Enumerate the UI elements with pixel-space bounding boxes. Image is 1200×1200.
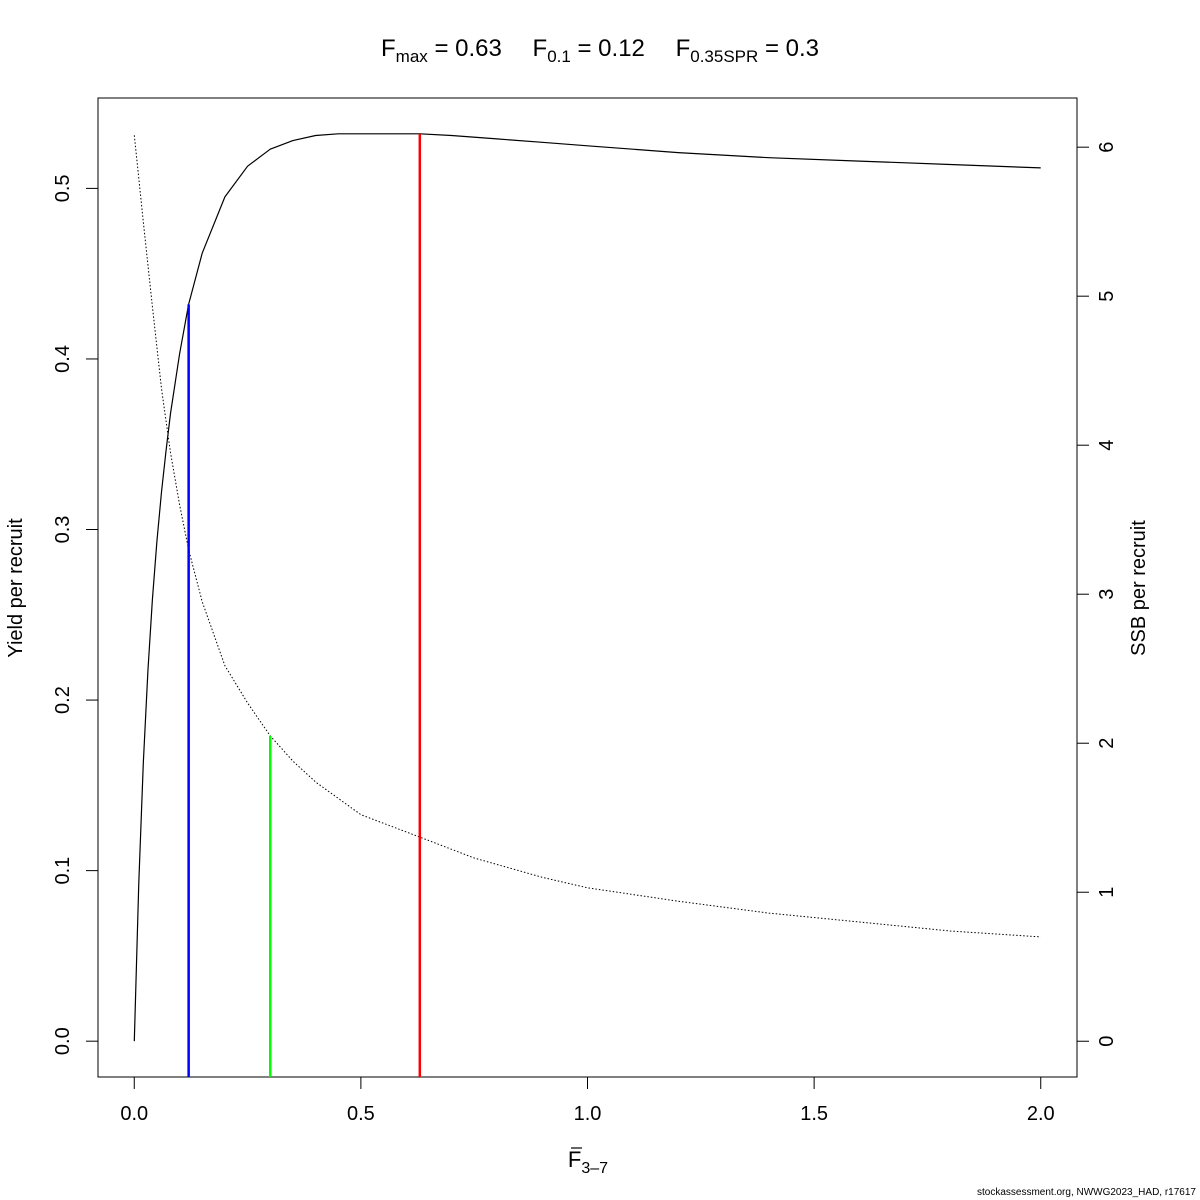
title-subscript: 0.1 xyxy=(547,47,571,66)
y-right-tick-label: 4 xyxy=(1096,440,1118,451)
plot-frame xyxy=(97,97,1078,1078)
footer-credit: stockassessment.org, NWWG2023_HAD, r1761… xyxy=(977,1187,1196,1198)
title-subscript: max xyxy=(396,47,429,66)
yield-per-recruit-line xyxy=(133,133,1041,1042)
x-tick-label: 1.5 xyxy=(800,1103,828,1125)
y-right-tick-label: 5 xyxy=(1096,291,1118,302)
title-text: Fmax = 0.63 F0.1 = 0.12 F0.35SPR = 0.3 xyxy=(381,35,819,66)
y-left-tick-label: 0.5 xyxy=(52,174,74,202)
y-left-tick-label: 0.3 xyxy=(52,516,74,544)
reference-lines xyxy=(187,133,422,1077)
y-right-tick-label: 2 xyxy=(1096,738,1118,749)
chart-title: Fmax = 0.63 F0.1 = 0.12 F0.35SPR = 0.3 xyxy=(381,35,819,66)
y-right-tick-label: 0 xyxy=(1096,1036,1118,1047)
y-left-tick-label: 0.1 xyxy=(52,857,74,885)
title-gap xyxy=(645,35,676,62)
x-tick-label: 0.5 xyxy=(347,1103,375,1125)
title-value: = 0.63 xyxy=(428,35,502,62)
ssb-per-recruit-line xyxy=(133,135,1041,938)
x-label-subscript: 3–7 xyxy=(581,1160,608,1177)
y-left-tick-label: 0.2 xyxy=(52,686,74,714)
y-axis-right-label: SSB per recruit xyxy=(1128,520,1150,656)
x-tick-label: 0.0 xyxy=(120,1103,148,1125)
y-left-tick-label: 0.4 xyxy=(52,345,74,373)
y-right-tick-label: 3 xyxy=(1096,589,1118,600)
x-axis-label: F3–7 xyxy=(568,1147,608,1177)
title-symbol: F xyxy=(676,35,691,62)
x-axis: 0.0 0.5 1.0 1.5 2.0 xyxy=(120,1076,1055,1125)
title-subscript: 0.35SPR xyxy=(690,47,758,66)
y-axis-left: 0.0 0.1 0.2 0.3 0.4 0.5 xyxy=(52,174,99,1055)
y-right-tick-label: 1 xyxy=(1096,887,1118,898)
title-value: = 0.3 xyxy=(758,35,819,62)
title-value: = 0.12 xyxy=(571,35,645,62)
title-symbol: F xyxy=(533,35,548,62)
y-right-tick-label: 6 xyxy=(1096,142,1118,153)
x-label-symbol: F xyxy=(568,1147,581,1172)
x-tick-label: 2.0 xyxy=(1027,1103,1055,1125)
title-gap xyxy=(502,35,533,62)
y-axis-right: 0 1 2 3 4 5 6 xyxy=(1076,142,1118,1047)
y-left-tick-label: 0.0 xyxy=(52,1027,74,1055)
y-axis-left-label: Yield per recruit xyxy=(5,518,27,658)
title-symbol: F xyxy=(381,35,396,62)
x-tick-label: 1.0 xyxy=(574,1103,602,1125)
x-label-text: F3–7 xyxy=(568,1147,608,1177)
series-layer xyxy=(133,133,1041,1042)
